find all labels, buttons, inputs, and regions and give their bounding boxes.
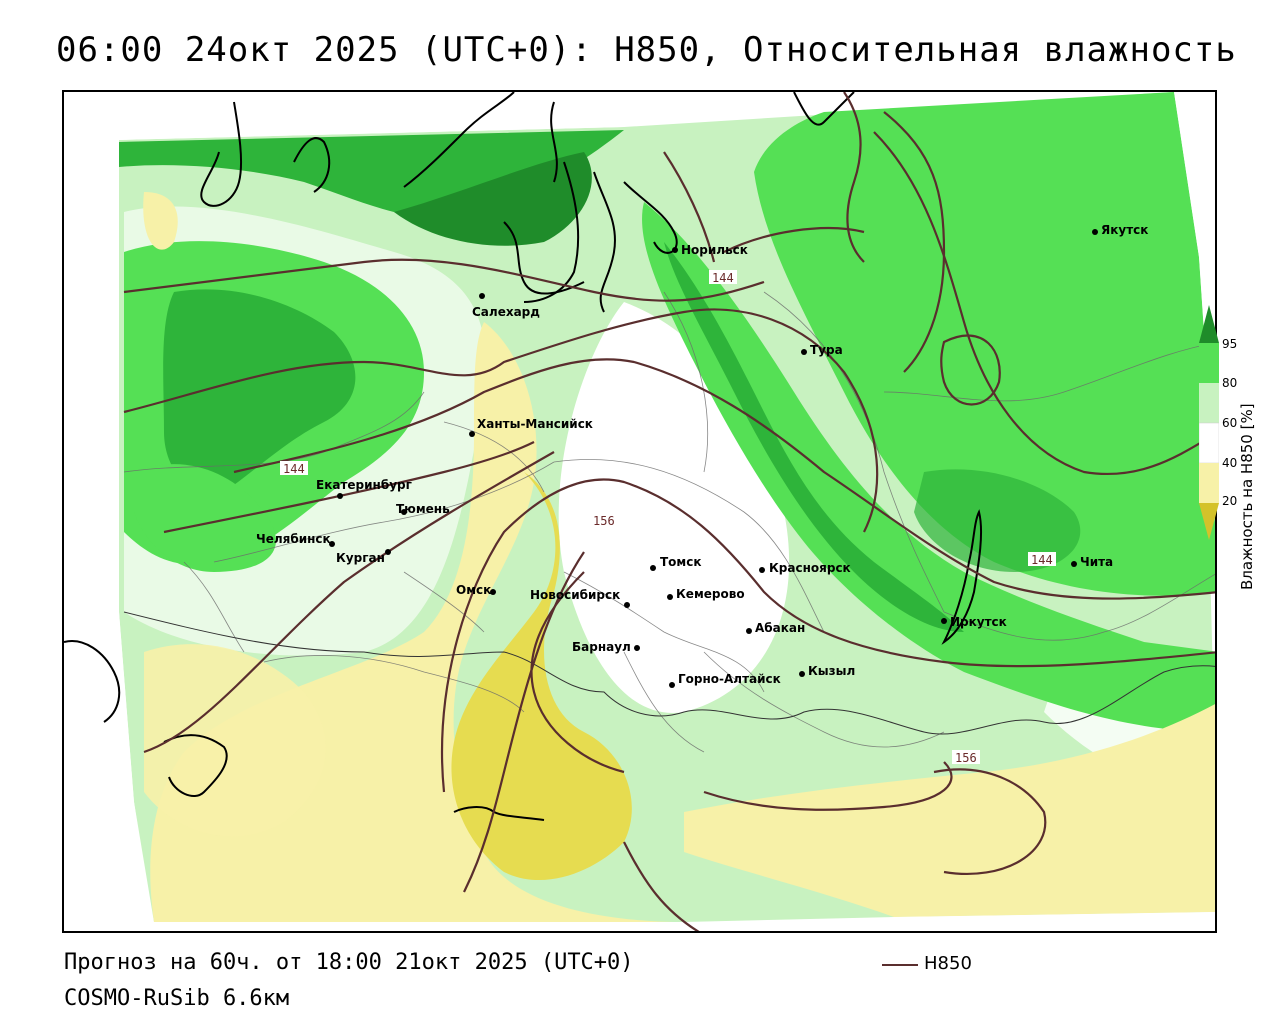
city-label-gorno-altaysk: Горно-Алтайск	[678, 672, 781, 686]
region-borders	[123, 291, 1215, 753]
contour-line	[530, 571, 625, 774]
city-label-omsk: Омск	[456, 583, 491, 597]
h850-legend-label: H850	[924, 953, 972, 974]
colorbar-tick: 40	[1222, 456, 1238, 470]
wet-band-diagonal	[642, 202, 1215, 732]
city-marker	[401, 509, 407, 515]
city-label-tomsk: Томск	[660, 555, 702, 569]
city-marker	[634, 645, 640, 651]
wet-region-east	[754, 92, 1215, 596]
contour-line	[233, 358, 1215, 600]
city-marker	[1071, 561, 1077, 567]
city-label-kyzyl: Кызыл	[808, 664, 855, 678]
city-label-yakutsk: Якутск	[1101, 223, 1148, 237]
very-wet-region-west	[163, 289, 356, 494]
city-label-barnaul: Барнаул	[572, 640, 631, 654]
city-label-abakan: Абакан	[755, 621, 805, 635]
city-marker	[801, 349, 807, 355]
city-marker	[941, 618, 947, 624]
contour-label-144-east: 144	[1031, 553, 1053, 567]
city-label-krasnoyarsk: Красноярск	[769, 561, 851, 575]
contour-line	[623, 841, 700, 931]
city-marker	[479, 293, 485, 299]
dry-patch	[143, 192, 178, 250]
city-label-norilsk: Норильск	[681, 243, 748, 257]
forecast-info: Прогноз на 60ч. от 18:00 21окт 2025 (UTC…	[64, 950, 634, 975]
humidity-colorbar	[1199, 305, 1219, 540]
dry-region-south	[144, 644, 326, 837]
humidity-map: 144 144 144 156 156 Салехард Норильск Як…	[64, 92, 1215, 931]
city-marker	[746, 628, 752, 634]
colorbar-tick: 80	[1222, 376, 1238, 390]
city-marker	[385, 549, 391, 555]
contour-line	[123, 308, 879, 533]
contour-label-144-north: 144	[712, 271, 734, 285]
city-label-chita: Чита	[1080, 555, 1113, 569]
city-label-khanty-mansiysk: Ханты-Мансийск	[477, 417, 593, 431]
outside-domain	[1174, 92, 1215, 332]
contour-line	[143, 451, 555, 754]
contour-line	[723, 227, 865, 253]
contour-label-144-west: 144	[283, 462, 305, 476]
city-marker	[667, 594, 673, 600]
country-border	[123, 611, 1215, 735]
contour-line	[843, 92, 865, 263]
city-marker	[799, 671, 805, 677]
map-panel: 144 144 144 156 156 Салехард Норильск Як…	[62, 90, 1217, 933]
contour-line	[703, 761, 953, 811]
contour-line	[163, 441, 535, 534]
colorbar-tick: 95	[1222, 337, 1238, 351]
contour-line	[933, 768, 1047, 875]
city-marker	[469, 431, 475, 437]
cities: Салехард Норильск Якутск Тура Ханты-Манс…	[256, 223, 1148, 688]
contour-label-156-center: 156	[593, 514, 615, 528]
dry-region-southeast	[684, 704, 1215, 917]
contour-labels: 144 144 144 156 156	[280, 270, 1056, 765]
contour-line	[663, 151, 716, 263]
h850-contours	[123, 92, 1215, 931]
city-label-yekaterinburg: Екатеринбург	[316, 478, 412, 492]
coastlines	[64, 92, 983, 821]
h850-legend-line	[882, 964, 918, 966]
contour-line	[440, 478, 1215, 793]
city-marker	[650, 565, 656, 571]
city-label-novosibirsk: Новосибирск	[530, 588, 620, 602]
city-marker	[669, 682, 675, 688]
map-title: 06:00 24окт 2025 (UTC+0): H850, Относите…	[56, 30, 1237, 70]
contour-line	[873, 131, 1215, 476]
city-marker	[329, 541, 335, 547]
city-label-chelyabinsk: Челябинск	[256, 532, 331, 546]
colorbar-tick: 20	[1222, 494, 1238, 508]
contour-line	[883, 111, 946, 373]
city-marker	[672, 247, 678, 253]
outside-domain	[870, 912, 1215, 931]
contour-label-156-southeast: 156	[955, 751, 977, 765]
city-marker	[490, 589, 496, 595]
city-label-tyumen: Тюмень	[396, 502, 450, 516]
colorbar-tick: 60	[1222, 416, 1238, 430]
city-marker	[1092, 229, 1098, 235]
city-label-tura: Тура	[810, 343, 843, 357]
city-label-salekhard: Салехард	[472, 305, 540, 319]
colorbar-title: Влажность на H850 [%]	[1238, 403, 1256, 590]
contour-line	[940, 334, 1001, 406]
city-label-irkutsk: Иркутск	[950, 615, 1007, 629]
city-marker	[337, 493, 343, 499]
dry-region-core	[451, 472, 632, 881]
model-name: COSMO-RuSib 6.6км	[64, 986, 290, 1011]
city-marker	[624, 602, 630, 608]
city-label-kurgan: Курган	[336, 551, 385, 565]
wet-region-west	[134, 464, 276, 572]
wet-band-north	[394, 152, 592, 246]
very-wet-east	[914, 469, 1081, 572]
city-marker	[759, 567, 765, 573]
city-label-kemerovo: Кемерово	[676, 587, 745, 601]
outside-domain	[64, 92, 624, 931]
contour-line	[123, 258, 765, 302]
